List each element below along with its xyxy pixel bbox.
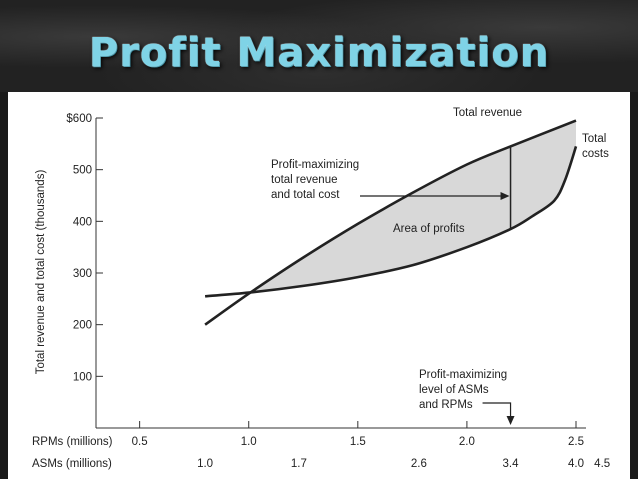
annotation-profit-max-revenue-cost: Profit-maximizing: [271, 159, 359, 171]
annotation-profit-max-level: Profit-maximizing: [419, 369, 507, 381]
y-tick-label: 100: [73, 371, 92, 383]
series-line-total-revenue: [204, 119, 577, 326]
chart-panel: $600 500 400 300 200 100 Total revenue and tot…: [8, 92, 630, 479]
profit-area: [248, 120, 576, 294]
x-tick-label: 2.5: [568, 436, 584, 448]
x-axis-title-rpms: RPMs (millions): [32, 436, 113, 448]
series-label-total-costs: costs: [582, 148, 609, 160]
y-tick-label: $600: [66, 113, 92, 125]
x-tick-label: 4.0: [568, 458, 584, 470]
y-axis-title: Total revenue and total cost (thousands): [35, 170, 47, 375]
profit-chart: $600 500 400 300 200 100 Total revenue and tot…: [32, 107, 610, 470]
x-tick-label: 1.0: [197, 458, 213, 470]
annotation-level-arrow-head: [506, 416, 515, 425]
y-tick-label: 500: [73, 165, 92, 177]
series-label-total-revenue: Total revenue: [453, 107, 522, 119]
x-tick-label: 3.4: [503, 458, 520, 470]
annotation-level-arrow-line: [482, 402, 512, 418]
title-banner: [0, 0, 638, 92]
annotation-area-of-profits: Area of profits: [393, 223, 465, 235]
annotation-arrow-head: [500, 192, 510, 200]
series-line-total-costs: [204, 146, 578, 298]
x-tick-label: 2.6: [411, 458, 427, 470]
y-tick-label: 200: [73, 320, 92, 332]
y-tick-label: 300: [73, 268, 92, 280]
x-tick-label: 4.5: [594, 458, 610, 470]
series-label-total-costs: Total: [582, 133, 606, 145]
annotation-profit-max-level: and RPMs: [419, 399, 473, 411]
x-tick-label: 1.7: [291, 458, 307, 470]
x-axis-title-asms: ASMs (millions): [32, 458, 112, 470]
x-tick-label: 1.0: [241, 436, 257, 448]
x-tick-label: 2.0: [459, 436, 475, 448]
annotation-profit-max-revenue-cost: total revenue: [271, 174, 338, 186]
y-tick-label: 400: [73, 216, 92, 228]
page-title: Profit Maximization: [88, 30, 550, 76]
x-tick-label: 1.5: [350, 436, 366, 448]
annotation-profit-max-level: level of ASMs: [419, 384, 489, 396]
x-tick-label: 0.5: [132, 436, 148, 448]
annotation-profit-max-revenue-cost: and total cost: [271, 189, 340, 201]
